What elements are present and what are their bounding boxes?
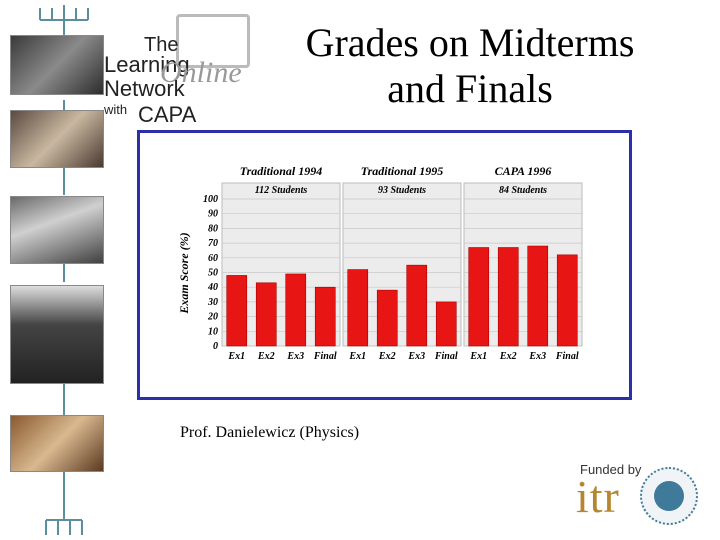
- y-tick-label: 0: [213, 341, 218, 352]
- bar: [285, 273, 307, 347]
- bar: [376, 289, 398, 347]
- title-line-1: Grades on Midterms: [305, 20, 635, 65]
- slide-title: Grades on Midterms and Finals: [280, 20, 660, 112]
- chart-frame: Exam Score (%) 0 10 20 30 40 50 60 70 80 90 100 Trad…: [137, 130, 632, 400]
- bar: [406, 264, 428, 347]
- bar: [556, 254, 578, 347]
- chart-caption: Prof. Danielewicz (Physics): [180, 424, 360, 441]
- y-tick-label: 10: [208, 326, 218, 337]
- y-tick-label: 70: [208, 238, 218, 249]
- logo-text-learning: Learning: [104, 52, 190, 77]
- x-tick-label: Ex2: [257, 351, 275, 362]
- bar: [497, 247, 519, 347]
- funded-by-label: Funded by: [580, 462, 642, 477]
- y-tick-label: 80: [208, 223, 218, 234]
- photo-lecturer: [10, 196, 104, 264]
- logo-text-the: The: [144, 34, 179, 56]
- logo-text-network: Network: [104, 76, 185, 101]
- decorative-circuit-line: [39, 5, 89, 535]
- bar: [435, 301, 457, 347]
- y-tick-label: 50: [208, 268, 218, 279]
- bar: [468, 247, 490, 347]
- photo-library-hall: [10, 285, 104, 384]
- logo-computer-icon: [176, 14, 250, 68]
- bar-chart: Exam Score (%) 0 10 20 30 40 50 60 70 80 90 100 Trad…: [177, 164, 583, 362]
- panel-title: Traditional 1994: [240, 164, 323, 178]
- nsf-seal-icon: [640, 467, 698, 525]
- x-tick-label: Ex1: [469, 351, 487, 362]
- bar: [255, 282, 277, 347]
- x-tick-label: Final: [313, 351, 337, 362]
- panel-title: Traditional 1995: [361, 164, 444, 178]
- bar: [527, 245, 549, 347]
- panel-subtitle: 84 Students: [499, 185, 547, 196]
- y-tick-label: 20: [207, 312, 218, 323]
- photo-student-reading: [10, 415, 104, 472]
- x-tick-label: Ex3: [286, 351, 304, 362]
- y-tick-label: 100: [203, 194, 218, 205]
- bar: [226, 275, 248, 347]
- y-axis-label: Exam Score (%): [177, 232, 191, 314]
- bar: [314, 286, 336, 347]
- logo-text-online: Online: [160, 56, 242, 89]
- x-tick-label: Ex1: [227, 351, 245, 362]
- bar: [347, 269, 369, 347]
- y-tick-label: 30: [207, 297, 218, 308]
- x-tick-label: Ex3: [407, 351, 425, 362]
- x-tick-label: Ex1: [348, 351, 366, 362]
- y-tick-label: 60: [208, 253, 218, 264]
- y-tick-label: 40: [207, 282, 218, 293]
- logo-text-with: with: [104, 102, 128, 117]
- x-tick-label: Ex3: [528, 351, 546, 362]
- photo-student-computer: [10, 35, 104, 95]
- y-tick-label: 90: [208, 209, 218, 220]
- title-line-2: and Finals: [387, 66, 553, 111]
- itr-logo-text: itr: [576, 471, 620, 522]
- photo-student-desk: [10, 110, 104, 168]
- x-tick-label: Ex2: [378, 351, 396, 362]
- x-tick-label: Final: [434, 351, 458, 362]
- panel-subtitle: 93 Students: [378, 185, 426, 196]
- logo-text-capa: CAPA: [138, 102, 197, 127]
- x-tick-label: Final: [555, 351, 579, 362]
- panel-subtitle: 112 Students: [255, 185, 308, 196]
- x-tick-label: Ex2: [499, 351, 517, 362]
- panel-title: CAPA 1996: [495, 164, 552, 178]
